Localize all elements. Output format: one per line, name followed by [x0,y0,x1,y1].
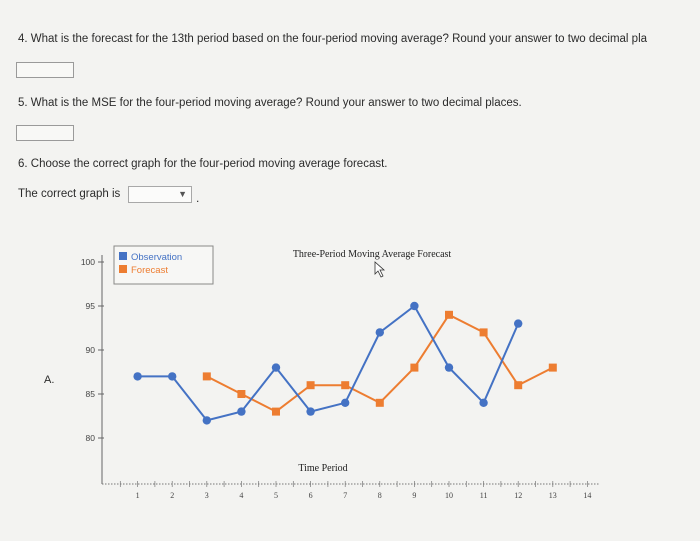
chart-title: Three-Period Moving Average Forecast [293,249,452,260]
y-tick-label-95: 95 [86,301,96,311]
observation-point-11 [479,398,488,407]
legend-label-forecast: Forecast [131,265,168,276]
y-tick-label-80: 80 [86,433,96,443]
question-4-text: 4. What is the forecast for the 13th per… [18,33,648,45]
question-6-prompt: The correct graph is [18,188,121,200]
series-line-observation [137,304,520,422]
forecast-point-4 [237,390,246,398]
observation-point-10 [444,363,454,372]
x-tick-label-5: 5 [274,491,278,500]
question-5-text: 5. What is the MSE for the four-period m… [18,97,522,109]
observation-point-8 [375,328,384,337]
mouse-cursor-icon [374,261,386,278]
chevron-down-icon: ▼ [178,189,187,199]
x-tick-label-2: 2 [170,491,174,500]
x-axis-label: Time Period [298,463,347,474]
y-tick-label-90: 90 [86,345,96,355]
observation-point-7 [341,398,350,407]
observation-point-6 [306,407,315,416]
x-tick-label-4: 4 [239,491,243,500]
x-tick-label-3: 3 [205,491,209,500]
x-tick-label-12: 12 [514,491,522,500]
question-4-answer-input[interactable] [16,62,74,78]
forecast-point-3 [202,372,211,381]
forecast-point-7 [341,381,350,390]
observation-point-5 [271,363,281,372]
forecast-point-12 [514,381,523,390]
x-tick-label-11: 11 [480,491,488,500]
x-tick-label-7: 7 [343,491,347,500]
option-a-label: A. [44,374,55,386]
forecast-point-8 [375,398,384,407]
forecast-point-11 [479,328,488,337]
legend-swatch-observation [119,252,127,260]
question-6-text: 6. Choose the correct graph for the four… [18,158,388,170]
x-tick-label-6: 6 [309,491,313,500]
legend-swatch-forecast [119,265,127,273]
forecast-point-10 [445,310,453,319]
observation-point-1 [133,372,142,381]
y-tick-label-85: 85 [86,389,96,399]
observation-point-3 [202,416,211,425]
observation-point-4 [237,407,246,416]
x-tick-label-13: 13 [549,491,557,500]
forecast-point-13 [548,363,557,372]
y-tick-label-100: 100 [81,257,95,267]
legend-box [113,245,214,285]
question-5-answer-input[interactable] [16,125,74,141]
x-tick-label-14: 14 [583,491,591,500]
forecast-point-6 [306,381,315,390]
forecast-point-5 [272,407,280,416]
observation-point-2 [168,372,177,381]
x-tick-label-10: 10 [445,491,453,500]
x-tick-label-8: 8 [378,491,382,500]
observation-point-9 [410,301,419,311]
x-tick-label-1: 1 [136,491,140,500]
graph-choice-select[interactable]: ▼ [128,186,192,203]
forecast-point-9 [410,363,419,372]
x-tick-label-9: 9 [412,491,416,500]
legend-label-observation: Observation [131,252,182,263]
observation-point-12 [514,319,523,328]
question-6-suffix: . [196,191,200,205]
